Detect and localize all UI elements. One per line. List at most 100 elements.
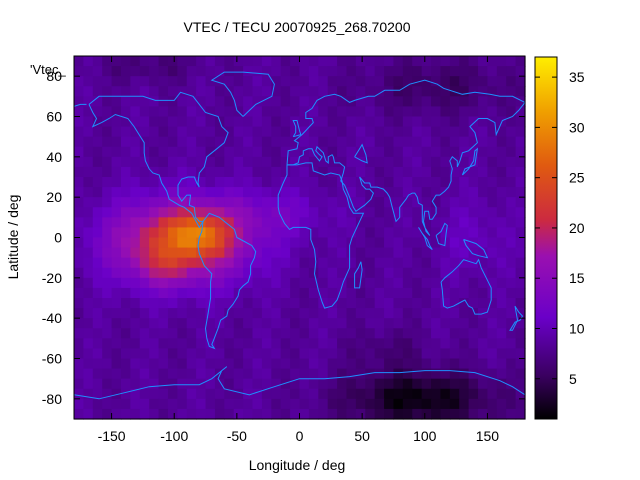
heatmap-cell <box>402 308 413 319</box>
heatmap-cell <box>337 348 348 360</box>
heatmap-cell <box>167 156 178 168</box>
heatmap-cell <box>167 116 178 128</box>
heatmap-cell <box>149 177 160 188</box>
heatmap-cell <box>139 217 150 229</box>
heatmap-cell <box>346 177 357 188</box>
heatmap-cell <box>177 86 188 97</box>
heatmap-cell <box>224 227 235 239</box>
heatmap-cell <box>355 166 366 178</box>
heatmap-cell <box>261 378 272 390</box>
heatmap-cell <box>177 257 188 269</box>
heatmap-cell <box>214 328 225 339</box>
heatmap-cell <box>83 298 94 309</box>
heatmap-cell <box>290 247 301 259</box>
heatmap-cell <box>149 237 160 249</box>
heatmap-cell <box>214 146 225 158</box>
heatmap-cell <box>365 86 376 97</box>
heatmap-cell <box>402 56 413 67</box>
heatmap-cell <box>158 76 169 87</box>
heatmap-cell <box>318 156 329 168</box>
heatmap-cell <box>346 146 357 158</box>
heatmap-cell <box>149 338 160 350</box>
heatmap-cell <box>478 187 489 198</box>
heatmap-cell <box>318 277 329 289</box>
heatmap-cell <box>374 166 385 178</box>
heatmap-cell <box>158 267 169 279</box>
heatmap-cell <box>233 308 244 319</box>
heatmap-cell <box>214 358 225 370</box>
heatmap-cell <box>308 348 319 360</box>
heatmap-cell <box>412 126 423 138</box>
heatmap-cell <box>74 166 84 178</box>
heatmap-cell <box>487 207 498 218</box>
heatmap-cell <box>506 136 517 148</box>
heatmap-cell <box>224 86 235 97</box>
heatmap-cell <box>111 398 122 410</box>
heatmap-cell <box>252 348 263 360</box>
heatmap-cell <box>177 378 188 390</box>
heatmap-cell <box>327 116 338 128</box>
heatmap-cell <box>355 126 366 138</box>
colorbar-gradient <box>534 56 558 420</box>
heatmap-cell <box>149 368 160 380</box>
heatmap-cell <box>318 66 329 77</box>
heatmap-cell <box>214 308 225 319</box>
heatmap-cell <box>177 408 188 420</box>
heatmap-cell <box>280 106 291 118</box>
heatmap-cell <box>74 197 84 208</box>
heatmap-cell <box>468 106 479 118</box>
heatmap-cell <box>261 257 272 269</box>
heatmap-cell <box>205 408 216 420</box>
heatmap-cell <box>214 96 225 108</box>
heatmap-cell <box>149 318 160 329</box>
colorbar-tick-label: 35 <box>569 69 585 85</box>
heatmap-cell <box>186 277 197 289</box>
heatmap-cell <box>393 408 404 420</box>
heatmap-cell <box>449 277 460 289</box>
heatmap-cell <box>167 247 178 259</box>
heatmap-cell <box>440 267 451 279</box>
heatmap-cell <box>337 217 348 229</box>
heatmap-cell <box>290 257 301 269</box>
heatmap-cell <box>102 368 113 380</box>
heatmap-cell <box>393 358 404 370</box>
heatmap-cell <box>496 257 507 269</box>
heatmap-cell <box>196 318 207 329</box>
heatmap-cell <box>243 156 254 168</box>
heatmap-cell <box>92 106 103 118</box>
heatmap-cell <box>139 146 150 158</box>
heatmap-cell <box>337 308 348 319</box>
heatmap-cell <box>158 217 169 229</box>
heatmap-cell <box>224 338 235 350</box>
heatmap-cell <box>478 86 489 97</box>
heatmap-cell <box>111 298 122 309</box>
heatmap-cell <box>355 338 366 350</box>
heatmap-cell <box>421 388 432 400</box>
heatmap-cell <box>440 328 451 339</box>
heatmap-cell <box>158 86 169 97</box>
heatmap-cell <box>214 187 225 198</box>
heatmap-cell <box>393 177 404 188</box>
heatmap-cell <box>487 217 498 229</box>
heatmap-cell <box>468 308 479 319</box>
heatmap-cell <box>440 106 451 118</box>
heatmap-cell <box>158 257 169 269</box>
heatmap-cell <box>243 267 254 279</box>
heatmap-cell <box>346 237 357 249</box>
heatmap-cell <box>487 96 498 108</box>
heatmap-cell <box>318 298 329 309</box>
heatmap-cell <box>478 237 489 249</box>
heatmap-cell <box>515 237 526 249</box>
heatmap-area <box>73 55 526 420</box>
heatmap-cell <box>449 166 460 178</box>
heatmap-cell <box>496 398 507 410</box>
heatmap-cell <box>327 146 338 158</box>
heatmap-cell <box>355 197 366 208</box>
heatmap-cell <box>506 408 517 420</box>
heatmap-cell <box>365 388 376 400</box>
heatmap-cell <box>384 217 395 229</box>
heatmap-cell <box>365 247 376 259</box>
heatmap-cell <box>468 298 479 309</box>
heatmap-cell <box>130 368 141 380</box>
heatmap-cell <box>74 328 84 339</box>
